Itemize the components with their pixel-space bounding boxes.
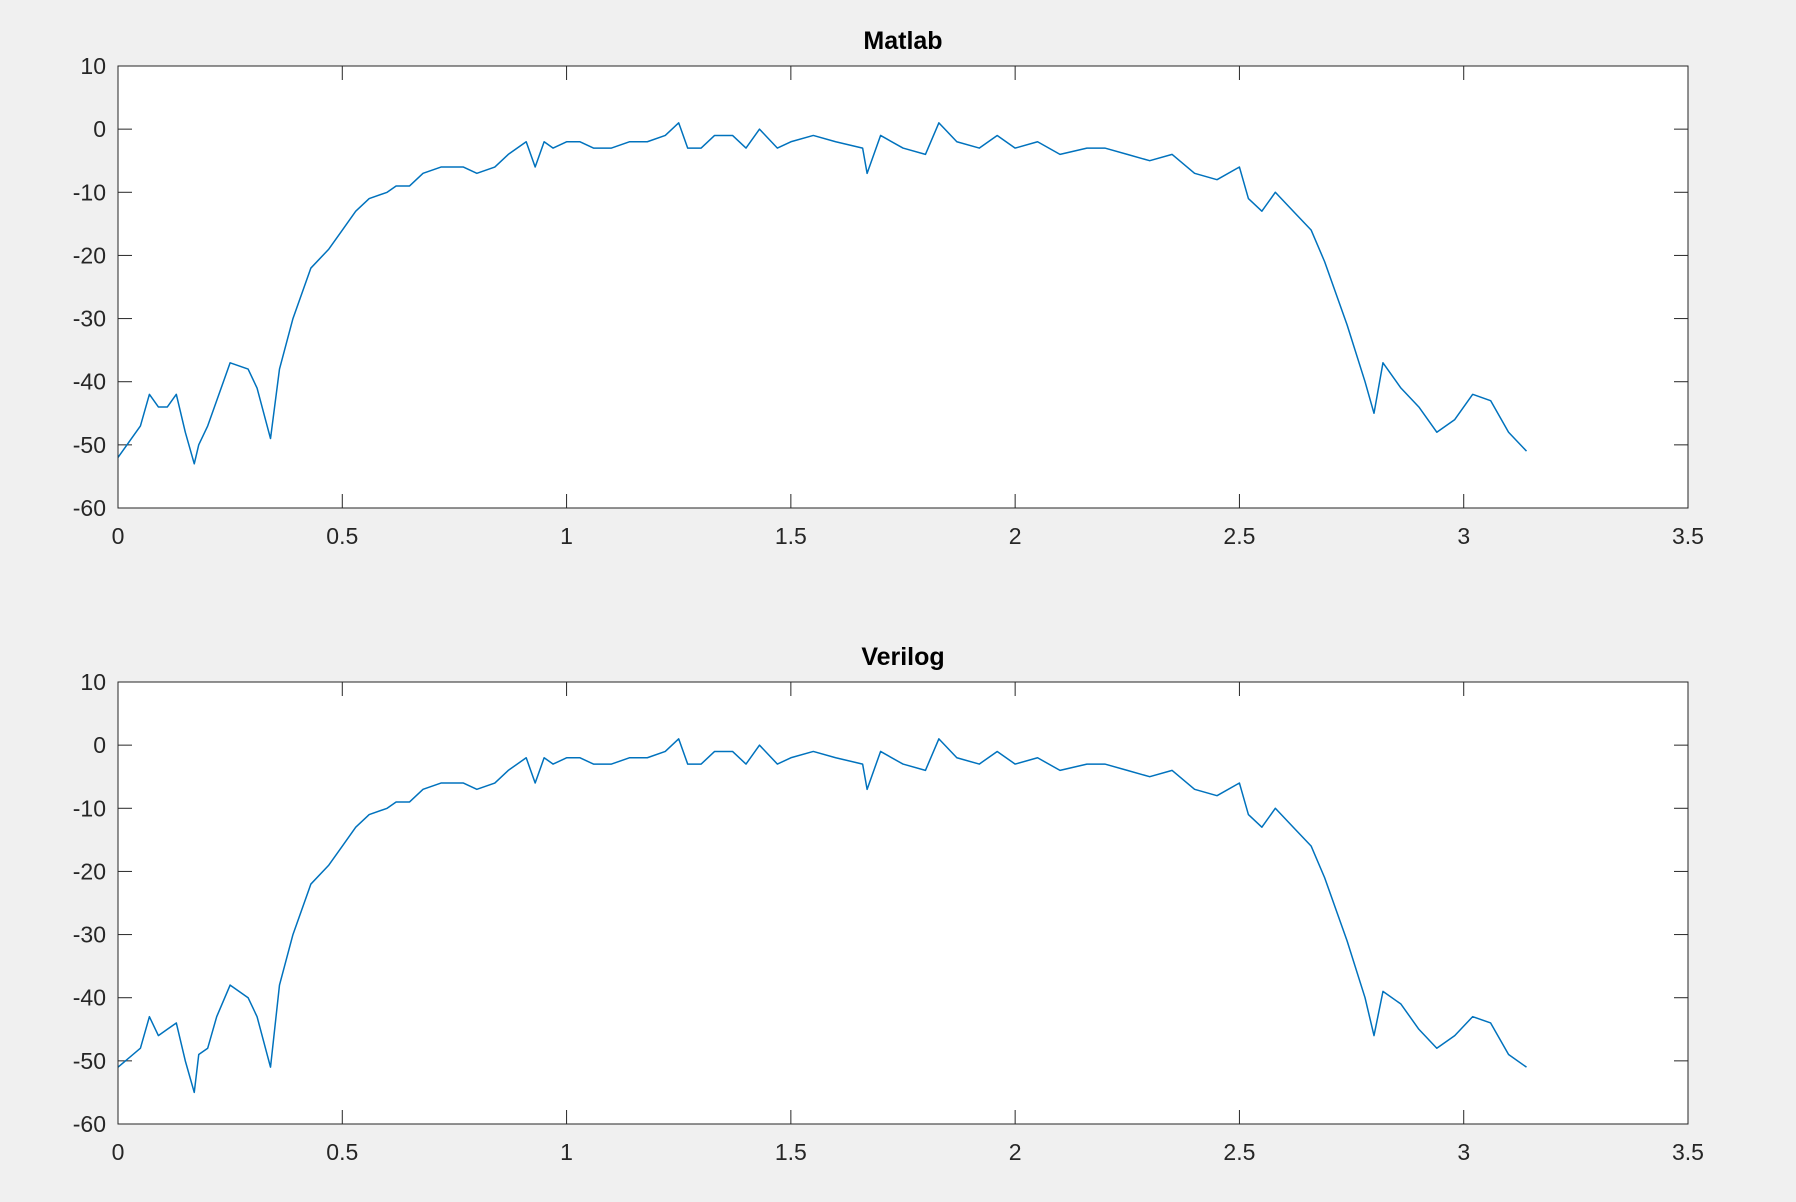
chart-0-xtick-label: 0 — [112, 523, 125, 549]
chart-1-xtick-label: 0.5 — [326, 1139, 358, 1165]
chart-0-plot-area — [118, 66, 1688, 508]
chart-0-xtick-label: 1.5 — [775, 523, 807, 549]
chart-0-ytick-label: -10 — [73, 179, 106, 205]
chart-1-ytick-label: -30 — [73, 922, 106, 948]
chart-0-xtick-label: 3.5 — [1672, 523, 1704, 549]
chart-0-xtick-label: 2 — [1009, 523, 1022, 549]
chart-1-xtick-label: 3 — [1457, 1139, 1470, 1165]
chart-1-xtick-label: 0 — [112, 1139, 125, 1165]
chart-0-title: Matlab — [863, 27, 942, 55]
chart-0-axes-box — [117, 65, 1689, 509]
chart-1-ytick-label: 10 — [80, 669, 106, 695]
chart-1-ytick-label: 0 — [93, 732, 106, 758]
chart-0-xtick-label: 1 — [560, 523, 573, 549]
chart-1-plot-area — [118, 682, 1688, 1124]
chart-1-axes-box — [117, 681, 1689, 1125]
chart-1-xtick-label: 2 — [1009, 1139, 1022, 1165]
chart-0-ytick-label: -50 — [73, 432, 106, 458]
chart-1-axes: 100-10-20-30-40-50-600 0.5 1 1.5 2 2.5 3 3.5Ver… — [73, 643, 1704, 1165]
chart-0-ytick-label: -20 — [73, 242, 106, 268]
chart-0-ytick-label: -60 — [73, 495, 106, 521]
chart-1-title: Verilog — [861, 643, 944, 671]
chart-0-ytick-label: -40 — [73, 369, 106, 395]
chart-0-series-line-0 — [117, 122, 1528, 465]
chart-0-xtick-label: 3 — [1457, 523, 1470, 549]
chart-0-xtick-label: 0.5 — [326, 523, 358, 549]
chart-0-ytick-label: 0 — [93, 116, 106, 142]
chart-1-ytick-label: -50 — [73, 1048, 106, 1074]
chart-1-series-line-0 — [117, 738, 1527, 1094]
chart-0-ytick-label: 10 — [80, 53, 106, 79]
chart-0-ytick-label: -30 — [73, 306, 106, 332]
chart-1-ytick-label: -10 — [73, 795, 106, 821]
chart-1-ytick-label: -20 — [73, 858, 106, 884]
chart-0-xtick-label: 2.5 — [1223, 523, 1255, 549]
chart-1-xtick-label: 1.5 — [775, 1139, 807, 1165]
chart-1-ytick-label: -60 — [73, 1111, 106, 1137]
chart-1-xtick-label: 2.5 — [1223, 1139, 1255, 1165]
chart-1-xtick-label: 1 — [560, 1139, 573, 1165]
chart-1-xtick-label: 3.5 — [1672, 1139, 1704, 1165]
chart-0-axes: 100-10-20-30-40-50-600 0.5 1 1.5 2 2.5 3 3.5Mat… — [73, 27, 1704, 549]
chart-1-ytick-label: -40 — [73, 985, 106, 1011]
